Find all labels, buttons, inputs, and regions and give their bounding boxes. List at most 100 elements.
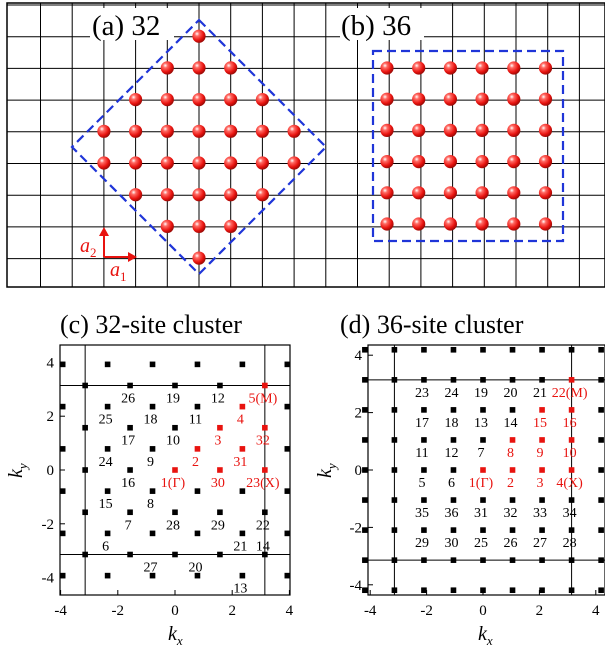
lattice-site xyxy=(192,93,206,107)
k-point xyxy=(362,587,368,594)
k-point-label: 30 xyxy=(444,536,458,551)
k-point xyxy=(391,377,398,383)
x-tick-label: 4 xyxy=(286,603,294,619)
k-point xyxy=(362,437,368,443)
k-point xyxy=(172,424,178,431)
k-point-label: 8 xyxy=(507,446,514,461)
k-point xyxy=(568,377,575,383)
lattice-site xyxy=(224,219,238,233)
k-point-labels: 1(Γ) 23 4 5(M) 30 31 32 23(X) 6 78 9 10 11 12 13 14 15 16… xyxy=(99,391,280,596)
k-point xyxy=(568,467,575,473)
cluster-border-36 xyxy=(371,49,565,243)
k-point-label: 17 xyxy=(121,434,135,449)
k-point-label: 33 xyxy=(533,506,547,521)
k-point-label: 15 xyxy=(99,497,113,512)
lattice-vectors: a2 a1 xyxy=(80,227,137,284)
k-point xyxy=(104,361,111,368)
k-point xyxy=(480,557,486,563)
lattice-site xyxy=(160,156,174,170)
lattice-panel: (a) 32 (b) 36 a2 a1 xyxy=(6,2,605,288)
k-point xyxy=(172,551,178,558)
k-point-label: 6 xyxy=(448,476,455,491)
k-point-label: 34 xyxy=(563,506,577,521)
k-point xyxy=(172,382,178,389)
k-point xyxy=(568,346,575,353)
k-point xyxy=(194,572,201,579)
lattice-site xyxy=(255,93,269,107)
panel-a-label: (a) 32 xyxy=(90,8,174,42)
y-tick-label: 0 xyxy=(355,463,363,479)
lattice-site xyxy=(443,123,457,137)
k-point-label: 5(M) xyxy=(248,391,277,406)
k-point-label: 25 xyxy=(474,536,488,551)
lattice-site xyxy=(475,92,489,106)
k-point xyxy=(450,377,457,383)
k-point xyxy=(239,488,246,494)
y-tick-label: -4 xyxy=(350,578,363,594)
k-point xyxy=(391,557,398,563)
y-tick-label: -2 xyxy=(350,520,363,536)
k-point-label: 14 xyxy=(504,416,518,431)
lattice-site xyxy=(224,156,238,170)
k-point xyxy=(391,467,398,473)
k-point-label: 23 xyxy=(415,386,429,401)
k-point xyxy=(539,467,545,473)
k-point xyxy=(362,557,368,563)
k-point-label: 3 xyxy=(214,434,221,449)
k-point-label: 19 xyxy=(166,391,180,406)
k-point xyxy=(262,551,268,558)
k-points xyxy=(59,361,291,579)
k-point-label: 25 xyxy=(99,413,113,428)
lattice-site xyxy=(412,92,426,106)
k-point-label: 16 xyxy=(563,416,577,431)
k-point xyxy=(217,509,223,516)
k-point-label: 27 xyxy=(144,561,158,576)
k-point xyxy=(539,377,545,383)
k-point-label: 7 xyxy=(125,518,132,533)
lattice-site xyxy=(192,29,206,43)
y-tick-label: -2 xyxy=(42,517,55,533)
k-point xyxy=(194,488,201,494)
k-point-label: 15 xyxy=(533,416,547,431)
lattice-site xyxy=(538,155,553,169)
lattice-panel-frame xyxy=(6,2,605,288)
k-point xyxy=(284,446,291,452)
lattice-site xyxy=(475,186,489,200)
k-point-label: 28 xyxy=(166,518,180,533)
k-point xyxy=(598,407,604,413)
lattice-site xyxy=(380,217,394,231)
k-point xyxy=(421,527,427,533)
k-point xyxy=(509,437,516,443)
k-point xyxy=(59,572,66,579)
k-point xyxy=(509,467,516,473)
lattice-site xyxy=(443,61,457,75)
k-point-label: 2 xyxy=(192,455,199,470)
k-point-label: 31 xyxy=(474,506,488,521)
k-point xyxy=(194,446,201,452)
lattice-site xyxy=(412,155,426,169)
k-point xyxy=(127,551,133,558)
k-point-label: 26 xyxy=(504,536,518,551)
x-axis-label: kx xyxy=(478,623,493,648)
lattice-site xyxy=(255,188,269,202)
panel-d-title: (d) 36-site cluster xyxy=(340,310,524,339)
k-point xyxy=(450,557,457,563)
k-point-label: 9 xyxy=(537,446,544,461)
y-tick-label: 2 xyxy=(47,409,55,425)
lattice-site xyxy=(160,124,174,138)
k-point-label: 1(Γ) xyxy=(469,476,494,491)
k-point xyxy=(284,488,291,494)
k-point xyxy=(362,407,368,413)
k-point-label: 21 xyxy=(533,386,547,401)
k-point xyxy=(421,587,427,594)
k-point-label: 36 xyxy=(444,506,458,521)
k-point xyxy=(598,437,604,443)
lattice-site xyxy=(129,156,143,170)
k-point xyxy=(149,572,156,579)
k-point xyxy=(239,361,246,368)
k-point xyxy=(82,509,88,516)
cluster-32-sites xyxy=(97,29,301,265)
k-point-label: 23(X) xyxy=(246,476,280,491)
